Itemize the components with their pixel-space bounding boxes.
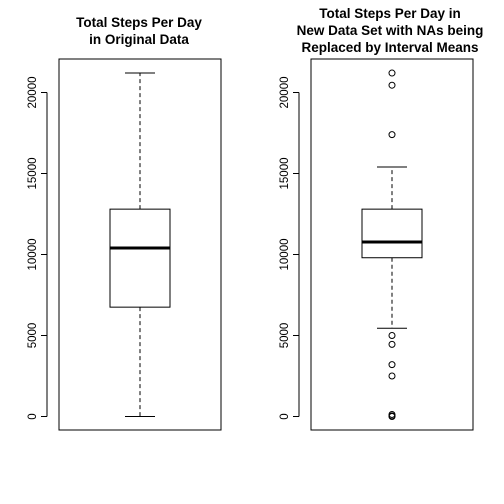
outlier-point: [388, 372, 396, 380]
y-tick-label: 10000: [279, 239, 291, 271]
y-axis: 0 5000 10000 15000 20000: [27, 77, 48, 420]
y-tick-label: 20000: [279, 77, 291, 109]
plot-frame: [310, 58, 474, 431]
box-layer: [361, 69, 423, 420]
chart-title-line: Total Steps Per Day in: [319, 6, 461, 21]
chart-title-line: Total Steps Per Day: [76, 15, 202, 30]
outlier-point: [388, 410, 396, 418]
boxplot-panel-original: Total Steps Per Day in Original Data 0 50…: [27, 15, 222, 431]
y-axis: 0 5000 10000 15000 20000: [279, 77, 300, 420]
plot-frame: [58, 58, 222, 431]
y-tick-label: 20000: [27, 77, 39, 109]
y-tick-label: 0: [279, 413, 291, 419]
outlier-point: [388, 332, 396, 339]
box-layer: [109, 72, 171, 417]
outlier-point: [388, 340, 396, 348]
y-tick-label: 10000: [27, 239, 39, 271]
outlier-point: [388, 69, 396, 77]
y-tick-label: 5000: [279, 323, 291, 349]
outlier-point: [388, 81, 396, 89]
chart-title-line: New Data Set with NAs being: [297, 23, 484, 38]
chart-title-line: in Original Data: [89, 32, 189, 47]
outlier-point: [388, 361, 396, 369]
y-tick-label: 15000: [279, 158, 291, 190]
iqr-box: [109, 208, 171, 308]
y-tick-label: 0: [27, 413, 39, 419]
iqr-box: [361, 208, 423, 259]
chart-title-line: Replaced by Interval Means: [301, 40, 478, 55]
y-tick-label: 15000: [27, 158, 39, 190]
y-tick-label: 5000: [27, 323, 39, 349]
boxplot-panel-imputed: Total Steps Per Day in New Data Set with…: [279, 6, 484, 431]
outlier-point: [388, 131, 396, 139]
